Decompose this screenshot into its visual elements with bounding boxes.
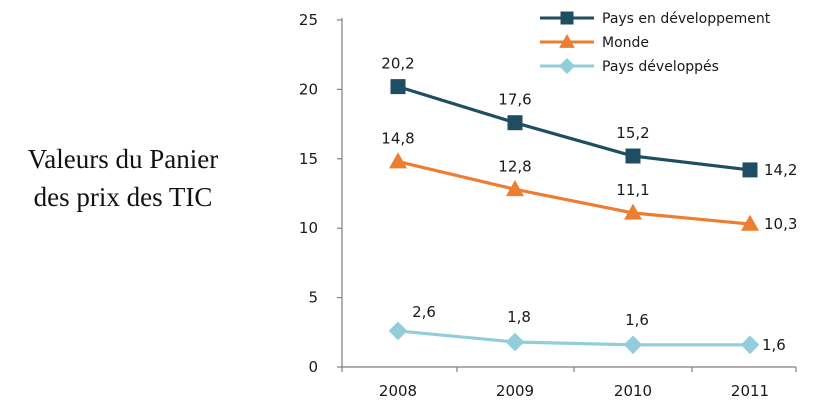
data-label: 20,2 xyxy=(381,55,414,73)
x-tick-label: 2008 xyxy=(379,382,417,400)
data-label: 1,6 xyxy=(762,336,786,354)
data-label: 15,2 xyxy=(616,124,649,142)
legend-marker xyxy=(560,11,574,25)
data-point xyxy=(507,115,523,131)
data-point xyxy=(625,148,641,164)
data-point xyxy=(505,332,525,352)
data-point xyxy=(742,162,758,178)
data-label: 14,8 xyxy=(381,130,414,148)
legend-marker xyxy=(559,33,575,48)
data-point xyxy=(624,203,642,220)
series-square: 20,2 17,6 15,2 14,2 xyxy=(381,55,797,179)
series-line xyxy=(397,85,751,172)
x-tick-label: 2010 xyxy=(614,382,652,400)
chart-axes: 0 5 10 15 20 25 2008 2009 2010 2011 xyxy=(299,11,797,400)
data-label: 12,8 xyxy=(498,157,531,175)
x-tick-label: 2009 xyxy=(496,382,534,400)
y-tick-label: 25 xyxy=(299,11,318,29)
y-tick-label: 15 xyxy=(299,150,318,168)
legend-item: Pays développés xyxy=(540,57,719,75)
data-label: 1,6 xyxy=(625,311,649,329)
legend-marker xyxy=(558,57,576,75)
data-label: 1,8 xyxy=(507,308,531,326)
series-triangle: 14,8 12,8 11,1 10,3 xyxy=(381,130,797,233)
legend-label: Pays développés xyxy=(602,59,719,75)
chart-series: 20,2 17,6 15,2 14,2 14,8 12,8 11,1 10,3 2,6 1,8 1,… xyxy=(381,55,797,355)
data-point xyxy=(623,335,643,355)
side-label-line-2: des prix des TIC xyxy=(33,182,213,212)
data-point xyxy=(389,152,407,169)
data-point xyxy=(741,214,759,231)
data-label: 2,6 xyxy=(412,303,436,321)
legend-label: Monde xyxy=(602,35,649,51)
x-tick-label: 2011 xyxy=(731,382,769,400)
y-tick-label: 20 xyxy=(299,80,318,98)
y-tick-label: 0 xyxy=(308,358,318,376)
data-point xyxy=(740,335,760,355)
legend-label: Pays en développement xyxy=(602,11,771,27)
series-diamond: 2,6 1,8 1,6 1,6 xyxy=(388,303,786,355)
data-label: 14,2 xyxy=(764,161,797,179)
series-line xyxy=(397,160,751,226)
y-tick-label: 10 xyxy=(299,219,318,237)
data-label: 10,3 xyxy=(764,215,797,233)
y-tick-label: 5 xyxy=(308,289,318,307)
side-label-line-1: Valeurs du Panier xyxy=(27,144,219,174)
legend-item: Pays en développement xyxy=(540,11,771,27)
data-label: 17,6 xyxy=(498,91,531,109)
data-point xyxy=(506,180,524,197)
chart-side-label: Valeurs du Panier des prix des TIC xyxy=(0,140,246,216)
chart-legend: Pays en développement Monde Pays développé… xyxy=(540,11,771,75)
data-label: 11,1 xyxy=(616,181,649,199)
legend-item: Monde xyxy=(540,33,649,51)
data-point xyxy=(388,321,408,341)
data-point xyxy=(390,79,406,95)
series-line xyxy=(397,329,750,347)
